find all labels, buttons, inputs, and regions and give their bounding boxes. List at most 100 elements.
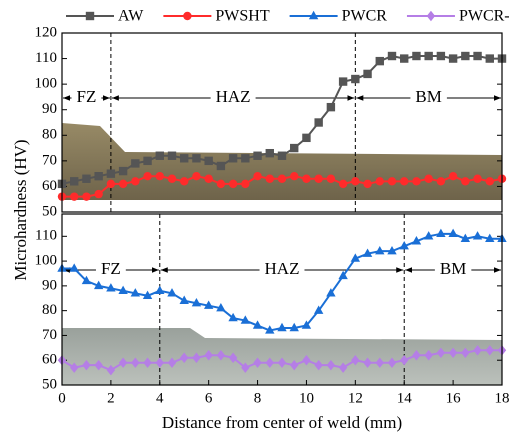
region-label: HAZ bbox=[265, 259, 300, 278]
marker bbox=[93, 280, 104, 290]
marker bbox=[180, 352, 189, 363]
marker bbox=[183, 11, 192, 21]
marker bbox=[265, 148, 274, 158]
marker bbox=[351, 355, 360, 366]
marker bbox=[241, 179, 250, 189]
legend-label: PWCR bbox=[342, 8, 388, 25]
y-tick-label: 90 bbox=[42, 277, 57, 293]
marker bbox=[387, 177, 397, 186]
marker bbox=[375, 177, 384, 186]
x-tick-label: 2 bbox=[107, 390, 115, 406]
marker bbox=[106, 364, 116, 376]
marker bbox=[203, 300, 214, 309]
marker bbox=[277, 151, 287, 160]
y-tick-label: 80 bbox=[42, 302, 57, 318]
y-tick-label: 120 bbox=[35, 24, 58, 40]
marker bbox=[338, 362, 348, 373]
marker bbox=[142, 290, 153, 299]
marker bbox=[69, 263, 79, 272]
marker bbox=[375, 56, 384, 66]
y-tick-label: 70 bbox=[42, 152, 57, 168]
marker bbox=[143, 156, 152, 166]
x-tick-label: 16 bbox=[446, 390, 462, 406]
marker bbox=[412, 51, 421, 61]
marker bbox=[436, 51, 446, 61]
marker bbox=[472, 231, 483, 240]
marker bbox=[81, 275, 92, 285]
marker bbox=[180, 154, 189, 163]
y-tick-label: 90 bbox=[42, 101, 57, 117]
marker bbox=[338, 179, 348, 189]
marker bbox=[326, 102, 336, 112]
marker bbox=[228, 154, 238, 163]
marker bbox=[192, 154, 201, 163]
marker bbox=[204, 174, 213, 183]
y-tick-label: 50 bbox=[42, 203, 57, 219]
macrograph-top bbox=[62, 123, 502, 200]
x-tick-label: 10 bbox=[299, 390, 314, 406]
marker bbox=[216, 350, 226, 361]
marker bbox=[228, 179, 238, 189]
marker bbox=[277, 174, 287, 183]
marker bbox=[485, 345, 494, 356]
marker bbox=[253, 357, 262, 368]
x-tick-label: 0 bbox=[58, 390, 66, 406]
marker bbox=[423, 231, 434, 240]
marker bbox=[326, 174, 336, 183]
marker bbox=[240, 315, 251, 324]
marker bbox=[326, 288, 336, 297]
marker bbox=[180, 177, 189, 186]
marker bbox=[399, 241, 409, 250]
marker bbox=[375, 245, 385, 255]
y-tick-label: 70 bbox=[42, 327, 57, 343]
marker bbox=[94, 359, 103, 371]
region-label: BM bbox=[440, 259, 466, 278]
marker bbox=[363, 179, 372, 189]
marker bbox=[82, 359, 91, 371]
marker bbox=[473, 51, 482, 61]
marker bbox=[70, 362, 79, 373]
marker bbox=[216, 179, 226, 189]
marker bbox=[131, 159, 140, 168]
marker bbox=[448, 228, 458, 238]
plot-frame bbox=[61, 213, 503, 386]
region-label: FZ bbox=[77, 87, 97, 106]
marker bbox=[485, 233, 495, 242]
marker bbox=[460, 233, 471, 242]
marker bbox=[351, 74, 360, 84]
marker bbox=[253, 172, 262, 181]
marker bbox=[228, 352, 238, 363]
y-tick-label: 80 bbox=[42, 127, 57, 143]
marker bbox=[204, 156, 213, 166]
marker bbox=[426, 10, 436, 22]
marker bbox=[265, 325, 275, 334]
marker bbox=[131, 357, 140, 368]
marker bbox=[448, 347, 458, 358]
marker bbox=[473, 174, 482, 183]
legend-label: PWSHT bbox=[215, 8, 269, 25]
marker bbox=[179, 295, 189, 304]
marker bbox=[131, 177, 140, 186]
x-tick-label: 4 bbox=[156, 390, 164, 406]
marker bbox=[363, 357, 372, 368]
marker bbox=[253, 151, 262, 160]
series-line bbox=[62, 232, 502, 332]
marker bbox=[436, 347, 446, 358]
marker bbox=[204, 350, 213, 361]
marker bbox=[424, 350, 433, 361]
marker bbox=[289, 322, 299, 332]
y-axis-title: Microhardness (HV) bbox=[11, 139, 30, 280]
region-label: HAZ bbox=[216, 87, 251, 106]
region-label: FZ bbox=[101, 259, 121, 278]
marker bbox=[82, 174, 91, 183]
marker bbox=[277, 322, 287, 332]
marker bbox=[167, 357, 177, 368]
marker bbox=[155, 172, 164, 181]
marker bbox=[192, 352, 201, 363]
marker bbox=[308, 10, 319, 20]
marker bbox=[400, 54, 409, 63]
y-tick-label: 110 bbox=[35, 228, 57, 244]
marker bbox=[277, 357, 287, 368]
y-tick-label: 100 bbox=[35, 253, 58, 269]
